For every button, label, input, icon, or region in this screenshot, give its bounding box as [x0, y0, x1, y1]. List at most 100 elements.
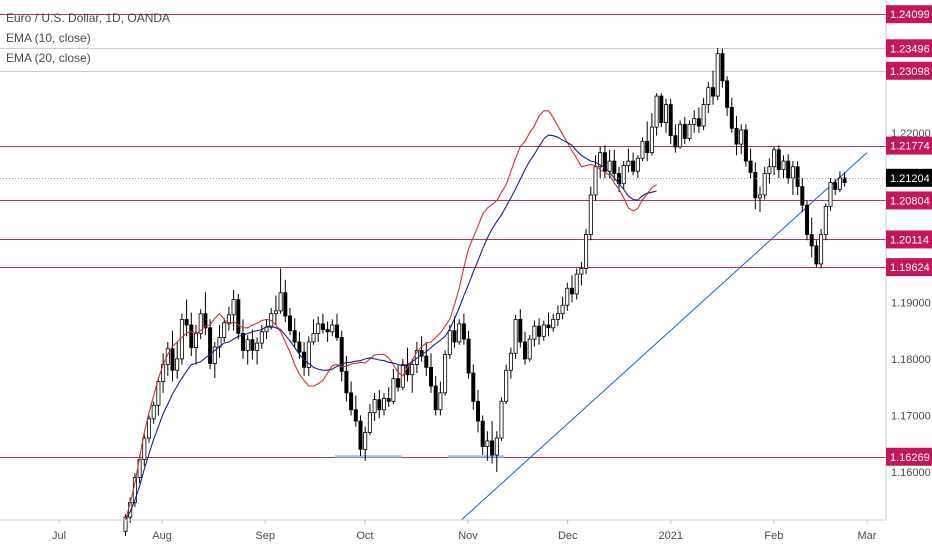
candle-up [654, 95, 659, 128]
candle-up [306, 341, 311, 368]
candle-up [316, 323, 321, 334]
level-badge-bg [886, 136, 932, 155]
last-price-badge-bg [886, 168, 932, 187]
candle-down [320, 323, 325, 330]
horizontal-levels [0, 14, 886, 458]
candle-down [734, 127, 739, 145]
ema-layer [124, 110, 657, 521]
candle-down [602, 152, 607, 172]
candle-down [377, 399, 382, 411]
candle-up [739, 129, 744, 145]
candle-up [715, 53, 720, 97]
candle-up [485, 440, 490, 447]
candle-down [776, 149, 781, 170]
level-badge-bg [886, 447, 932, 466]
candle-up [508, 352, 513, 371]
candle-down [711, 87, 716, 97]
candle-up [198, 313, 203, 334]
legend-ema10[interactable]: EMA (10, close) [6, 31, 91, 45]
time-tick-label: Jul [52, 530, 66, 542]
ema20-line [125, 134, 657, 521]
candle-down [725, 80, 730, 108]
candle-down [466, 338, 471, 374]
candle-up [259, 331, 264, 344]
candle-up [499, 400, 504, 439]
candle-up [513, 318, 518, 354]
candle-up [837, 177, 842, 190]
candles-layer [123, 48, 847, 536]
price-badges: 1.24099 1.23496 1.23098 1.21774 1.20804 1.201… [886, 5, 932, 466]
candle-up [621, 165, 626, 185]
candle-up [790, 166, 795, 179]
candle-up [156, 381, 161, 406]
candle-down [240, 333, 245, 351]
price-tick-label: 1.19000 [891, 297, 931, 309]
support-box [448, 455, 505, 459]
candle-down [424, 355, 429, 368]
level-badge: 1.23496 [890, 43, 930, 55]
candle-down [833, 182, 838, 190]
time-tick-label: Sep [255, 530, 275, 542]
candle-up [626, 160, 631, 167]
trendline-layer [460, 152, 868, 521]
level-badge-bg [886, 191, 932, 210]
legend-ema20[interactable]: EMA (20, close) [6, 51, 91, 65]
legend-symbol: Euro / U.S. Dollar, 1D, OANDA [6, 11, 171, 25]
candle-up [541, 324, 546, 337]
candle-up [494, 437, 499, 456]
candle-down [631, 160, 636, 172]
candle-up [762, 173, 767, 196]
level-badge: 1.20804 [890, 195, 930, 207]
candle-up [330, 324, 335, 333]
candle-up [819, 234, 824, 265]
candle-up [193, 333, 198, 349]
candle-down [537, 325, 542, 337]
level-badge: 1.23098 [890, 66, 930, 78]
candle-up [527, 338, 532, 360]
candle-up [781, 160, 786, 170]
candle-up [772, 149, 777, 168]
candle-up [438, 392, 443, 411]
candle-down [748, 160, 753, 173]
candle-down [645, 140, 650, 154]
candle-down [353, 409, 358, 422]
candle-up [692, 118, 697, 125]
candle-up [443, 353, 448, 394]
candle-down [682, 123, 687, 139]
candle-down [208, 327, 213, 364]
candle-up [664, 104, 669, 124]
candle-up [767, 166, 772, 174]
support-box [334, 455, 402, 459]
candle-up [565, 287, 570, 306]
candle-down [428, 366, 433, 387]
candle-down [490, 440, 495, 456]
time-tick-label: Nov [458, 530, 478, 542]
candle-up [532, 325, 537, 340]
level-badge-bg [886, 39, 932, 58]
candle-down [668, 104, 673, 137]
candle-up [273, 310, 278, 315]
candle-up [226, 314, 231, 324]
time-axis[interactable]: Jul Aug Sep Oct Nov Dec 2021 Feb Mar [52, 520, 877, 542]
support-boxes [334, 455, 505, 459]
candle-up [255, 342, 260, 351]
candle-up [687, 123, 692, 139]
candle-down [334, 324, 339, 338]
candle-down [720, 53, 725, 82]
candle-down [452, 330, 457, 343]
candle-up [231, 299, 236, 316]
trendline [460, 152, 868, 521]
candle-up [640, 140, 645, 159]
candle-up [410, 364, 415, 376]
candle-down [475, 400, 480, 422]
candle-down [189, 324, 194, 349]
candle-up [278, 292, 283, 312]
candle-up [598, 152, 603, 168]
level-badge: 1.20114 [890, 234, 929, 246]
candle-up [635, 157, 640, 172]
candle-down [292, 330, 297, 343]
candle-up [551, 318, 556, 329]
candle-down [461, 323, 466, 340]
time-tick-label: Aug [152, 530, 172, 542]
